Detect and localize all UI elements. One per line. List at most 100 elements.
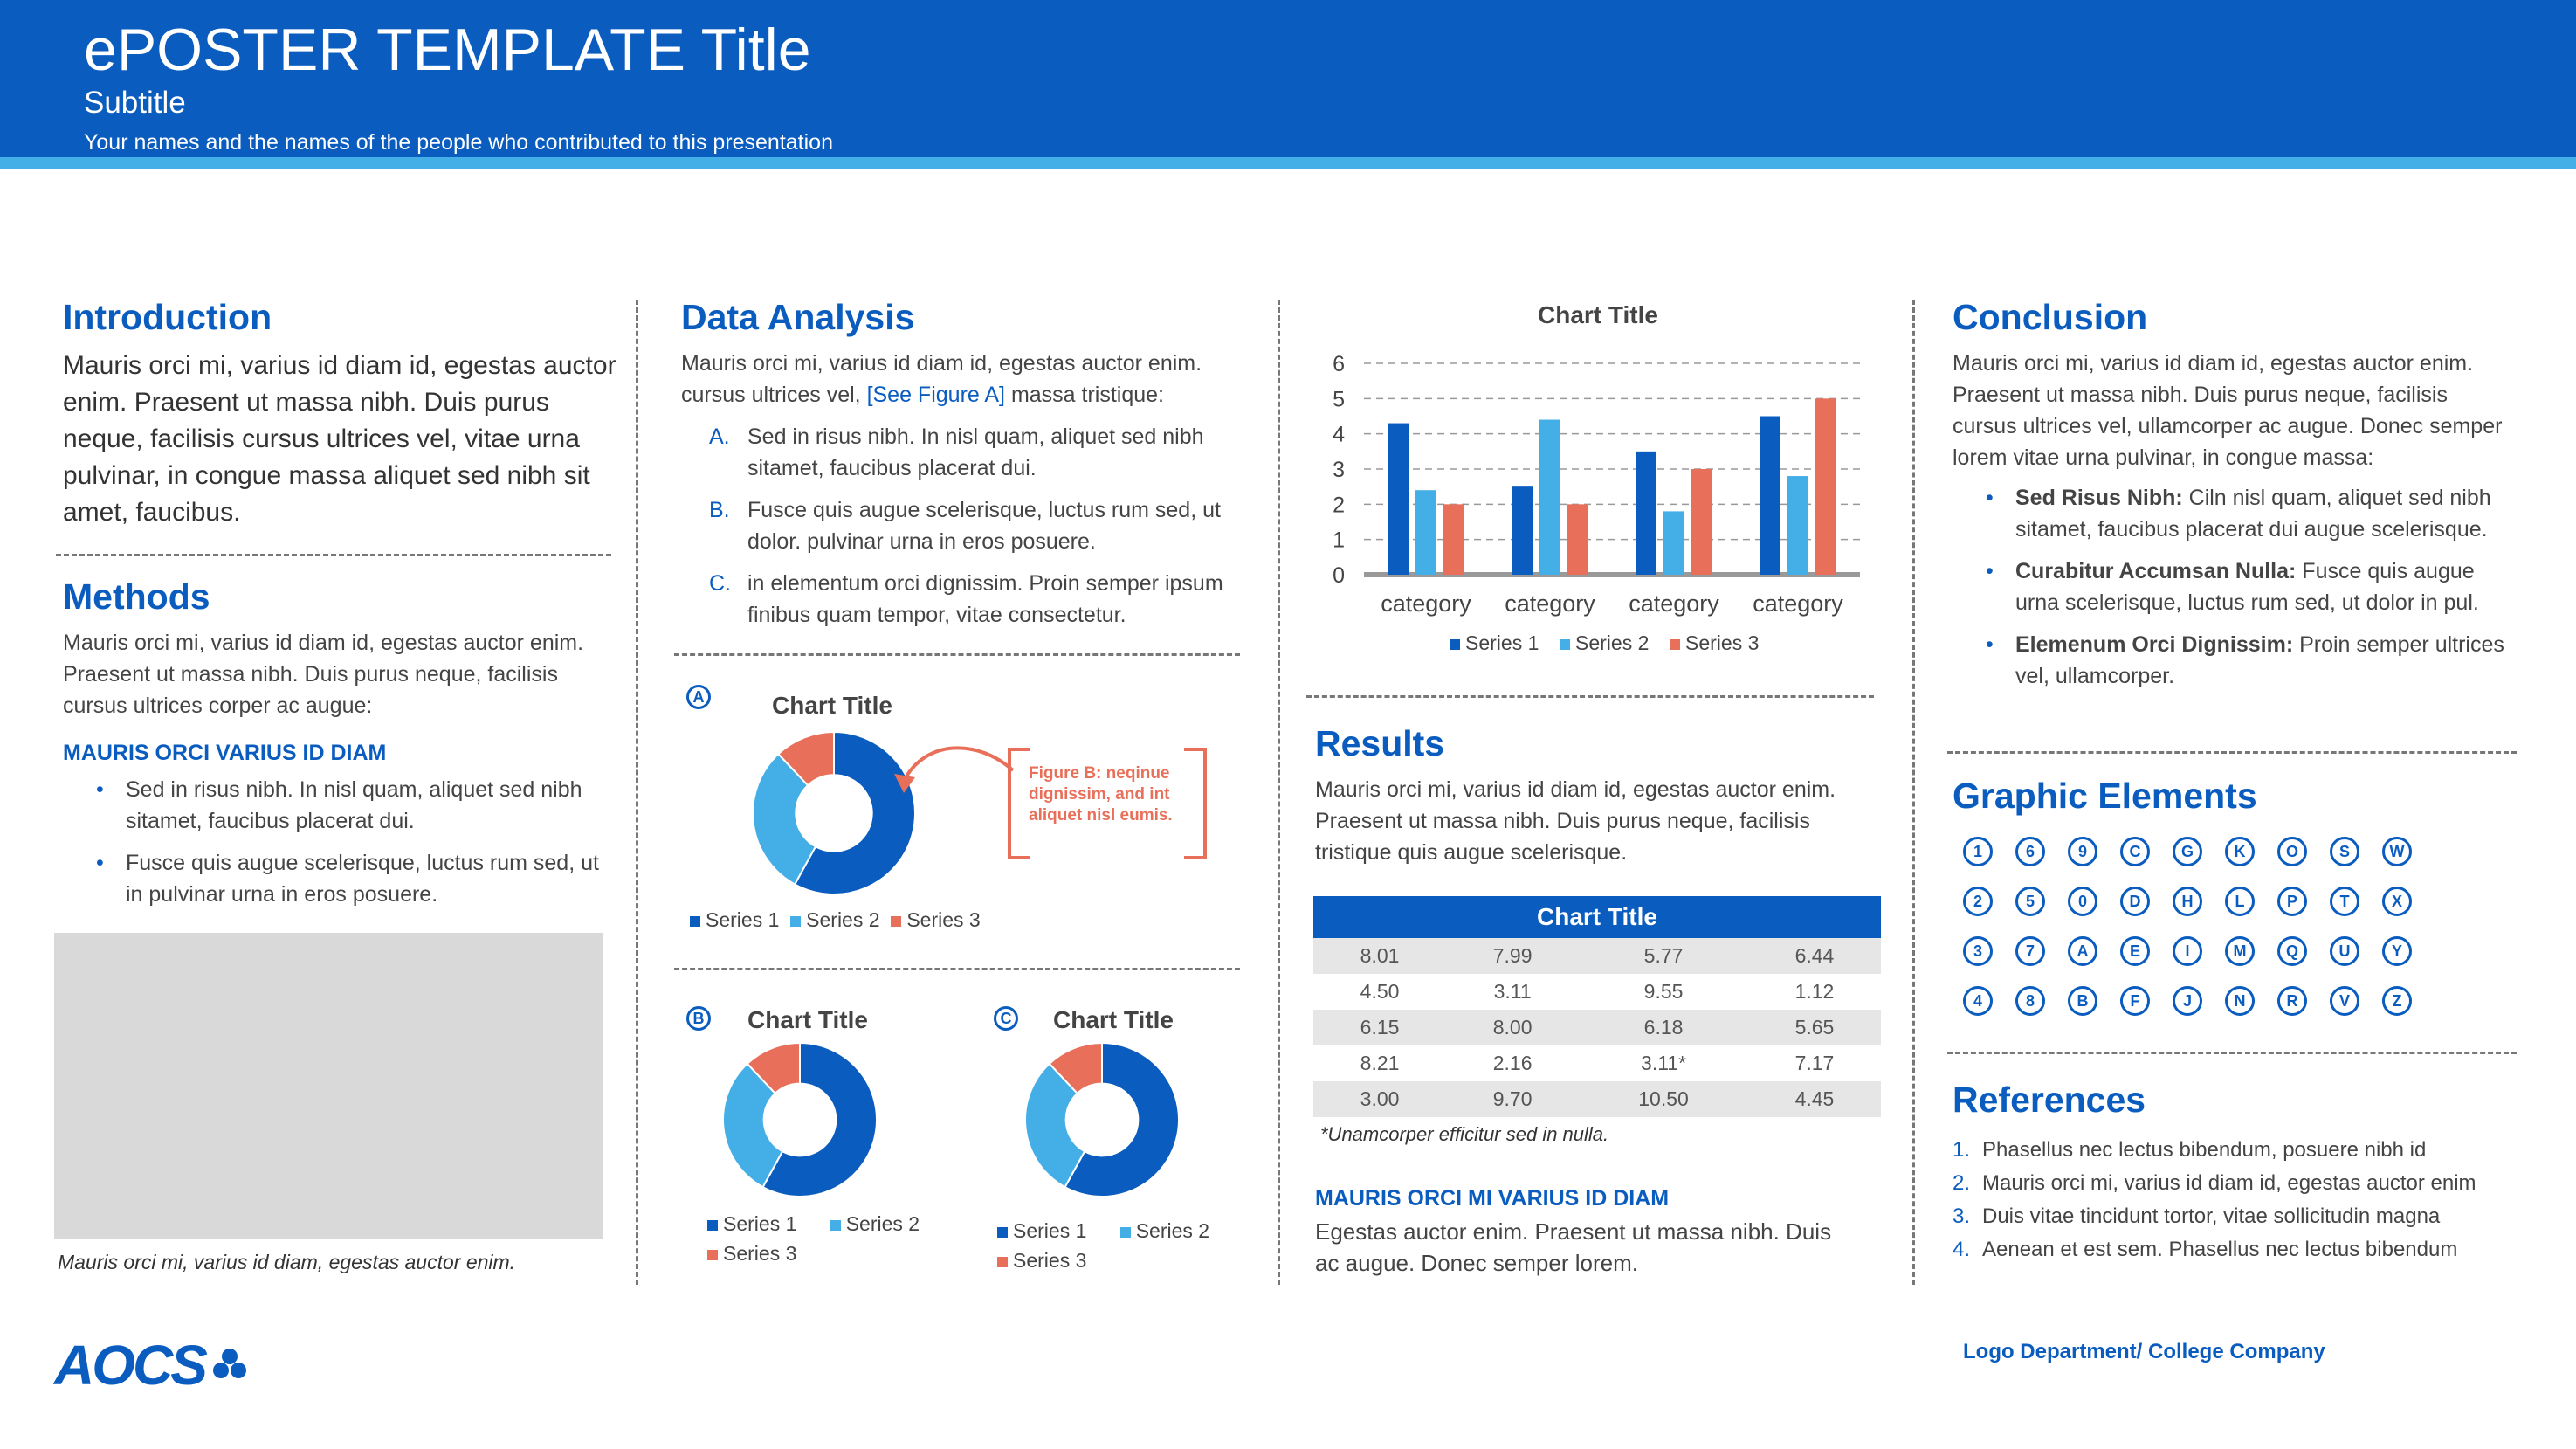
y-tick-label: 3 bbox=[1333, 458, 1345, 482]
glyph-circle: A bbox=[2068, 936, 2097, 966]
conclusion-heading: Conclusion bbox=[1953, 297, 2148, 337]
category-label: category bbox=[1505, 590, 1595, 617]
table-footnote: *Unamcorper efficitur sed in nulla. bbox=[1320, 1123, 1609, 1145]
list-item: Curabitur Accumsan Nulla: Fusce quis aug… bbox=[1953, 555, 2511, 618]
figure-a-link[interactable]: [See Figure A] bbox=[866, 383, 1005, 407]
bar bbox=[1787, 476, 1808, 575]
glyph-circle: I bbox=[2173, 936, 2202, 966]
column-divider-1 bbox=[636, 300, 638, 1285]
donut-c-legend: Series 1 Series 2 Series 3 bbox=[997, 1216, 1209, 1275]
glyph-circle: V bbox=[2330, 986, 2359, 1016]
y-tick-label: 1 bbox=[1333, 528, 1345, 553]
list-item: Sed Risus Nibh: Ciln nisl quam, aliquet … bbox=[1953, 482, 2511, 545]
y-tick-label: 4 bbox=[1333, 423, 1345, 447]
intro-text: Mauris orci mi, varius id diam id, egest… bbox=[63, 351, 616, 527]
poster-title: ePOSTER TEMPLATE Title bbox=[84, 17, 811, 83]
footer-logo-text: Logo Department/ College Company bbox=[1963, 1340, 2325, 1363]
results-text-2: Egestas auctor enim. Praesent ut massa n… bbox=[1315, 1218, 1832, 1276]
bar bbox=[1760, 416, 1780, 575]
list-item: B. Fusce quis augue scelerisque, luctus r… bbox=[709, 498, 1221, 554]
methods-text: Mauris orci mi, varius id diam id, egest… bbox=[63, 631, 584, 718]
glyph-circle: O bbox=[2277, 837, 2307, 866]
legend-label: Series 1 bbox=[1465, 631, 1539, 654]
table-title: Chart Title bbox=[1313, 896, 1881, 938]
glyph-circle: 1 bbox=[1963, 837, 1993, 866]
figure-label-b: B bbox=[686, 1006, 711, 1031]
column-divider-2 bbox=[1278, 300, 1280, 1285]
results-subheading: MAURIS ORCI MI VARIUS ID DIAM bbox=[1315, 1186, 1670, 1211]
conclusion-bullets: Sed Risus Nibh: Ciln nisl quam, aliquet … bbox=[1953, 482, 2511, 702]
divider bbox=[674, 968, 1240, 970]
figure-label-c: C bbox=[994, 1006, 1018, 1031]
donut-slice bbox=[752, 752, 817, 886]
bar bbox=[1539, 419, 1560, 575]
poster-subtitle: Subtitle bbox=[84, 86, 186, 120]
category-label: category bbox=[1629, 590, 1719, 617]
results-text: Mauris orci mi, varius id diam id, egest… bbox=[1315, 777, 1836, 865]
glyph-circle: Y bbox=[2382, 936, 2412, 966]
y-tick-label: 0 bbox=[1333, 563, 1345, 588]
list-item: C. in elementum orci dignissim. Proin sem… bbox=[709, 571, 1223, 627]
glyph-circle: U bbox=[2330, 936, 2359, 966]
bar bbox=[1443, 504, 1464, 575]
header-stripe bbox=[0, 157, 2576, 169]
donut-a-title: Chart Title bbox=[772, 692, 892, 719]
column-divider-3 bbox=[1912, 300, 1915, 1285]
conclusion-text: Mauris orci mi, varius id diam id, egest… bbox=[1953, 351, 2503, 470]
donut-slice bbox=[722, 1062, 784, 1189]
legend-swatch bbox=[1450, 639, 1460, 650]
donut-c-title: Chart Title bbox=[1053, 1006, 1174, 1033]
glyph-circle: E bbox=[2120, 936, 2150, 966]
glyph-circle: 2 bbox=[1963, 887, 1993, 916]
glyph-circle: K bbox=[2225, 837, 2255, 866]
glyph-circle: F bbox=[2120, 986, 2150, 1016]
y-tick-label: 5 bbox=[1333, 387, 1345, 411]
glyph-circle: B bbox=[2068, 986, 2097, 1016]
glyph-circle: S bbox=[2330, 837, 2359, 866]
divider bbox=[1947, 1052, 2517, 1054]
analysis-list: A. Sed in risus nibh. In nisl quam, aliqu… bbox=[681, 421, 1240, 641]
donut-slice bbox=[746, 1041, 801, 1095]
bar bbox=[1388, 423, 1409, 575]
list-item: Sed in risus nibh. In nisl quam, aliquet… bbox=[63, 774, 604, 837]
table-row: 6.15 8.00 6.18 5.65 bbox=[1313, 1010, 1881, 1045]
references-heading: References bbox=[1953, 1080, 2146, 1120]
clover-icon bbox=[212, 1349, 246, 1378]
bar-chart-title: Chart Title bbox=[1538, 301, 1658, 328]
glyph-circle: Z bbox=[2382, 986, 2412, 1016]
list-item: 1. Phasellus nec lectus bibendum, posuere… bbox=[1953, 1138, 2427, 1162]
list-item: Fusce quis augue scelerisque, luctus rum… bbox=[63, 847, 604, 910]
glyph-circle: 3 bbox=[1963, 936, 1993, 966]
divider bbox=[56, 554, 611, 556]
donut-slice bbox=[1024, 1062, 1086, 1189]
logo-text: AOCS bbox=[54, 1334, 208, 1397]
glyph-circle: 6 bbox=[2015, 837, 2045, 866]
figure-b-note: Figure B: neqinue dignissim, and int ali… bbox=[1029, 764, 1173, 825]
legend-label: Series 3 bbox=[1685, 631, 1759, 654]
donut-chart-c bbox=[1024, 1041, 1180, 1197]
glyph-circle: M bbox=[2225, 936, 2255, 966]
table-row: 8.21 2.16 3.11* 7.17 bbox=[1313, 1045, 1881, 1081]
graphics-heading: Graphic Elements bbox=[1953, 776, 2257, 816]
glyph-circle: C bbox=[2120, 837, 2150, 866]
glyph-circle: H bbox=[2173, 887, 2202, 916]
analysis-text: Mauris orci mi, varius id diam id, egest… bbox=[681, 351, 1202, 407]
donut-slice bbox=[761, 1041, 878, 1197]
table-row: 8.01 7.99 5.77 6.44 bbox=[1313, 938, 1881, 974]
category-label: category bbox=[1381, 590, 1471, 617]
bar bbox=[1567, 504, 1588, 575]
header-bar bbox=[0, 0, 2576, 157]
list-item: Elemenum Orci Dignissim: Proin semper ul… bbox=[1953, 629, 2511, 692]
analysis-heading: Data Analysis bbox=[681, 297, 915, 337]
divider bbox=[674, 653, 1240, 656]
donut-chart-b bbox=[722, 1041, 878, 1197]
list-item: 4. Aenean et est sem. Phasellus nec lectu… bbox=[1953, 1238, 2458, 1261]
methods-heading: Methods bbox=[63, 576, 210, 617]
y-tick-label: 6 bbox=[1333, 352, 1345, 376]
donut-slice bbox=[1064, 1041, 1180, 1197]
bar bbox=[1815, 398, 1836, 575]
results-heading: Results bbox=[1315, 723, 1445, 763]
donut-b-legend: Series 1 Series 2 Series 3 bbox=[707, 1209, 920, 1268]
bar bbox=[1691, 469, 1712, 575]
list-item: 3. Duis vitae tincidunt tortor, vitae sol… bbox=[1953, 1204, 2441, 1228]
